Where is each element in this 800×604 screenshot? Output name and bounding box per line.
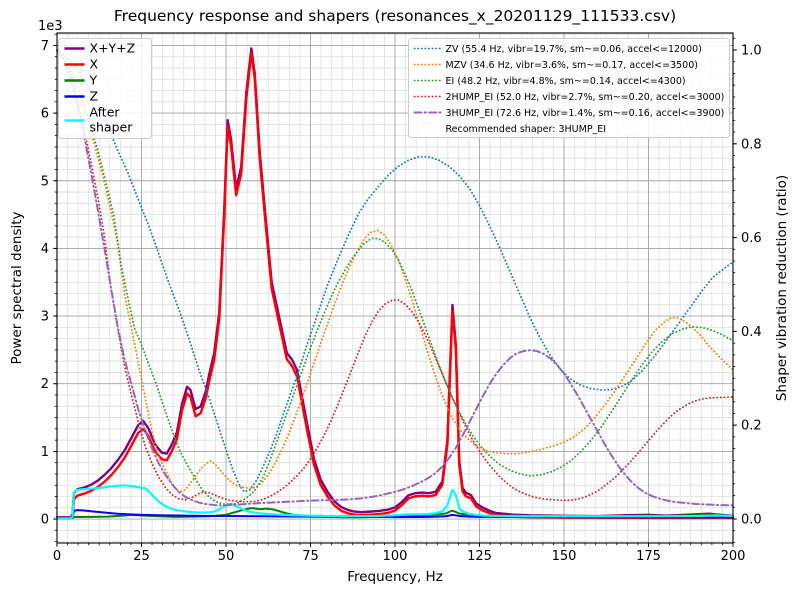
curves bbox=[55, 47, 735, 520]
curve-three_hump_ei bbox=[56, 48, 734, 507]
y-left-tick-label: 0 bbox=[41, 513, 49, 528]
y-left-tick-label: 1 bbox=[41, 445, 49, 460]
x-tick-label: 150 bbox=[552, 549, 577, 564]
y-right-tick-label: 0.2 bbox=[741, 419, 762, 434]
x-tick-label: 175 bbox=[636, 549, 661, 564]
chart-element: X+Y+Z bbox=[90, 41, 136, 56]
legend-label: After shaper bbox=[90, 105, 134, 135]
x-tick-label: 50 bbox=[218, 549, 235, 564]
legend-label: 2HUMP_EI (52.0 Hz, vibr=2.7%, sm~=0.20, … bbox=[446, 92, 725, 103]
legend-label: MZV (34.6 Hz, vibr=3.6%, sm~=0.17, accel… bbox=[446, 60, 698, 71]
y-left-tick-label: 6 bbox=[41, 107, 49, 122]
chart-element: X bbox=[90, 57, 99, 72]
chart-title: Frequency response and shapers (resonanc… bbox=[114, 7, 676, 26]
legend-footer-recommended: Recommended shaper: 3HUMP_EI bbox=[446, 124, 607, 135]
x-tick-label: 100 bbox=[383, 549, 408, 564]
legend-label: ZV (55.4 Hz, vibr=19.7%, sm~=0.06, accel… bbox=[446, 44, 702, 55]
y-left-tick-label: 3 bbox=[41, 310, 49, 325]
y-right-tick-label: 1.0 bbox=[741, 43, 762, 58]
curve-ei bbox=[56, 49, 734, 506]
legend-box bbox=[408, 38, 730, 138]
curve-xyz bbox=[55, 47, 735, 519]
legend-label: Z bbox=[90, 89, 99, 104]
chart-element: After bbox=[90, 105, 121, 120]
legend-label: X bbox=[90, 57, 99, 72]
legend-shapers: ZV (55.4 Hz, vibr=19.7%, sm~=0.06, accel… bbox=[408, 38, 730, 138]
y-right-axis-label: Shaper vibration reduction (ratio) bbox=[774, 175, 790, 401]
y-left-tick-label: 5 bbox=[41, 174, 49, 189]
x-axis-label: Frequency, Hz bbox=[347, 569, 443, 585]
legend-label: EI (48.2 Hz, vibr=4.8%, sm~=0.14, accel<… bbox=[446, 76, 686, 87]
axis-ticks bbox=[53, 33, 737, 547]
chart-element: Z bbox=[90, 89, 99, 104]
y-right-tick-label: 0.0 bbox=[741, 512, 762, 527]
chart-element: shaper bbox=[90, 120, 134, 135]
tick-labels: 0 25 50 75 100 125 150 175 200 0 1 2 3 4 5 6 7 0.0 0.2 0.4 0… bbox=[41, 39, 762, 564]
y-right-tick-label: 0.4 bbox=[741, 325, 762, 340]
y-axis-offset-text: 1e3 bbox=[38, 19, 63, 34]
x-tick-label: 75 bbox=[302, 549, 319, 564]
x-tick-label: 200 bbox=[721, 549, 746, 564]
y-left-tick-label: 4 bbox=[41, 242, 49, 257]
y-left-tick-label: 2 bbox=[41, 377, 49, 392]
curve-mzv bbox=[56, 49, 734, 493]
gridlines bbox=[57, 33, 733, 543]
y-right-tick-label: 0.8 bbox=[741, 137, 762, 152]
legend-label: X+Y+Z bbox=[90, 41, 136, 56]
x-tick-label: 0 bbox=[53, 549, 61, 564]
curve-after_shaper bbox=[55, 484, 735, 520]
y-left-tick-label: 7 bbox=[41, 39, 49, 54]
x-tick-label: 25 bbox=[133, 549, 150, 564]
chart-element: Y bbox=[89, 73, 98, 88]
y-left-axis-label: Power spectral density bbox=[9, 211, 25, 364]
y-right-tick-label: 0.6 bbox=[741, 231, 762, 246]
curve-zv bbox=[56, 49, 734, 493]
curve-two_hump_ei bbox=[56, 49, 734, 503]
legend-label: 3HUMP_EI (72.6 Hz, vibr=1.4%, sm~=0.16, … bbox=[446, 108, 725, 119]
legend-label: Y bbox=[89, 73, 98, 88]
x-tick-label: 125 bbox=[467, 549, 492, 564]
